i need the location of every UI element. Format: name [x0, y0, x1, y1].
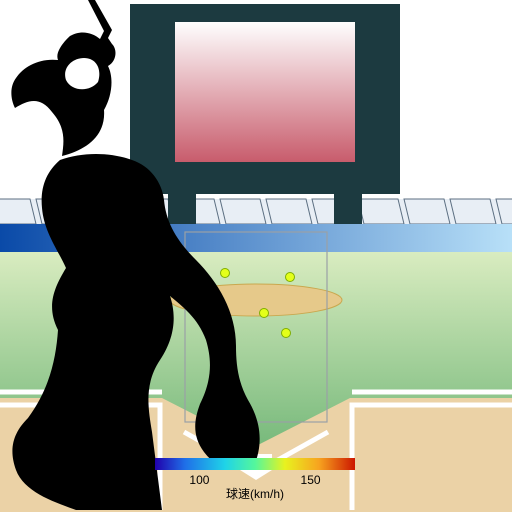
stand-section — [266, 199, 312, 224]
pitch-marker — [260, 309, 269, 318]
scoreboard-leg — [168, 194, 196, 224]
pitch-marker — [286, 273, 295, 282]
stand-section — [0, 199, 36, 224]
stand-section — [450, 199, 496, 224]
speed-colorbar — [155, 458, 355, 470]
pitch-marker — [282, 329, 291, 338]
stand-section — [358, 199, 404, 224]
stand-section — [404, 199, 450, 224]
stand-section — [220, 199, 266, 224]
scoreboard-screen — [175, 22, 355, 162]
colorbar-tick: 100 — [189, 473, 209, 487]
colorbar-tick: 150 — [301, 473, 321, 487]
colorbar-label: 球速(km/h) — [226, 487, 284, 501]
scoreboard-leg — [334, 194, 362, 224]
pitch-marker — [221, 269, 230, 278]
